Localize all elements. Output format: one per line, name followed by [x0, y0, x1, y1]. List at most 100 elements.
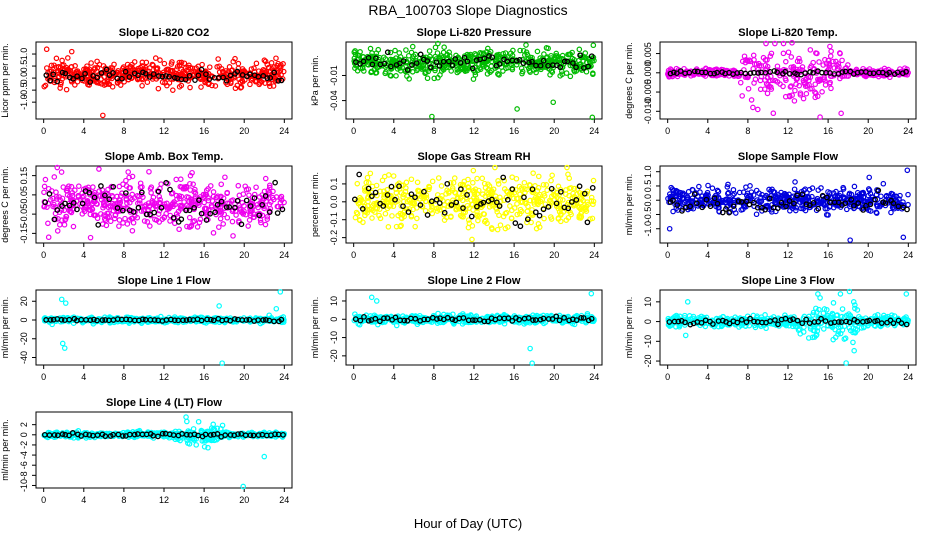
- x-tick-label: 16: [199, 372, 209, 382]
- data-point: [262, 175, 269, 182]
- data-point: [354, 180, 361, 187]
- data-point: [751, 61, 758, 67]
- overlay-point: [106, 196, 113, 203]
- overlay-point: [734, 70, 741, 76]
- data-point: [859, 190, 865, 196]
- data-point: [117, 199, 124, 206]
- data-point: [579, 190, 586, 197]
- data-point: [144, 219, 151, 225]
- overlay-point: [842, 200, 849, 207]
- overlay-point: [726, 209, 732, 216]
- data-point: [467, 54, 474, 61]
- overlay-point: [570, 60, 576, 66]
- data-point: [880, 180, 887, 187]
- overlay-point: [433, 59, 440, 66]
- data-point: [780, 40, 787, 47]
- y-tick-label: -40: [19, 351, 29, 364]
- chart-title: Slope Li-820 Pressure: [417, 27, 532, 39]
- data-point: [524, 186, 530, 193]
- data-point: [66, 193, 73, 199]
- data-point: [730, 186, 737, 193]
- overlay-point: [564, 58, 571, 65]
- outlier-point: [750, 104, 756, 111]
- data-point: [514, 211, 521, 218]
- data-point: [173, 192, 180, 199]
- outlier-point: [45, 234, 52, 241]
- overlay-point: [114, 205, 121, 211]
- overlay-point: [469, 65, 476, 72]
- y-tick-label: 1.0: [19, 48, 29, 61]
- data-point: [185, 194, 192, 201]
- overlay-point: [568, 199, 575, 205]
- overlay-point: [794, 192, 800, 199]
- overlay-point: [103, 66, 110, 73]
- data-point: [364, 174, 371, 181]
- data-point: [352, 311, 358, 317]
- data-point: [191, 218, 198, 224]
- outlier-point: [550, 99, 557, 106]
- data-point: [484, 189, 490, 196]
- overlay-point: [400, 58, 407, 64]
- data-point: [772, 200, 779, 206]
- outlier-point: [817, 114, 823, 120]
- data-point: [176, 226, 182, 233]
- overlay-point: [723, 206, 729, 212]
- data-point: [129, 191, 136, 198]
- data-point: [210, 230, 217, 236]
- data-point: [793, 76, 800, 83]
- overlay-point: [783, 203, 789, 210]
- y-tick-label: 0.15: [19, 167, 29, 185]
- overlay-point: [786, 198, 793, 204]
- data-point: [187, 180, 193, 187]
- overlay-point: [223, 204, 230, 211]
- overlay-point: [351, 196, 358, 203]
- outlier-point: [866, 174, 873, 181]
- data-point: [791, 186, 798, 193]
- outlier-point: [273, 305, 280, 312]
- x-tick-label: 4: [81, 372, 86, 382]
- data-point: [209, 82, 215, 89]
- data-point: [409, 55, 416, 62]
- outlier-point: [68, 48, 75, 55]
- overlay-point: [806, 202, 813, 209]
- overlay-points: [667, 68, 909, 78]
- data-point: [436, 55, 443, 61]
- data-point: [589, 55, 596, 62]
- overlay-point: [730, 203, 737, 210]
- overlay-point: [751, 199, 757, 206]
- y-tick-label: -0.15: [19, 223, 29, 244]
- data-point: [253, 184, 259, 191]
- chart-title: Slope Line 3 Flow: [742, 275, 835, 287]
- data-point: [266, 182, 273, 189]
- overlay-point: [691, 68, 698, 75]
- overlay-point: [207, 210, 214, 217]
- overlay-point: [553, 200, 560, 207]
- overlay-point: [464, 58, 471, 65]
- data-point: [905, 191, 911, 198]
- data-point: [59, 62, 65, 69]
- y-axis-label: degrees C per min.: [0, 166, 10, 243]
- data-point: [185, 78, 192, 84]
- data-point: [689, 186, 696, 193]
- data-point: [461, 178, 468, 185]
- x-tick-label: 24: [279, 372, 289, 382]
- data-point: [414, 215, 420, 222]
- y-tick-label: -0.04: [329, 90, 339, 111]
- overlay-point: [70, 200, 77, 206]
- overlay-point: [872, 196, 878, 203]
- overlay-point: [448, 202, 455, 208]
- y-tick-label: 0.1: [329, 178, 339, 191]
- data-point: [432, 67, 438, 74]
- data-point: [744, 190, 751, 197]
- data-point: [362, 188, 368, 194]
- data-point: [57, 85, 63, 91]
- data-point: [226, 64, 233, 70]
- data-point: [173, 176, 180, 183]
- data-point: [72, 62, 78, 69]
- data-point: [123, 195, 129, 202]
- data-point: [796, 55, 802, 62]
- data-point: [154, 65, 161, 71]
- overlay-point: [452, 56, 459, 62]
- outlier-point: [43, 46, 50, 53]
